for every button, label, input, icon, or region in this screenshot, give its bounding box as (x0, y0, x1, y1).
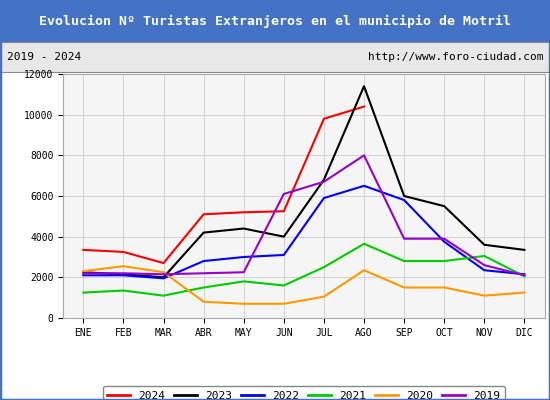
Text: 2019 - 2024: 2019 - 2024 (7, 52, 81, 62)
Text: http://www.foro-ciudad.com: http://www.foro-ciudad.com (368, 52, 543, 62)
Text: Evolucion Nº Turistas Extranjeros en el municipio de Motril: Evolucion Nº Turistas Extranjeros en el … (39, 14, 511, 28)
Legend: 2024, 2023, 2022, 2021, 2020, 2019: 2024, 2023, 2022, 2021, 2020, 2019 (103, 386, 505, 400)
